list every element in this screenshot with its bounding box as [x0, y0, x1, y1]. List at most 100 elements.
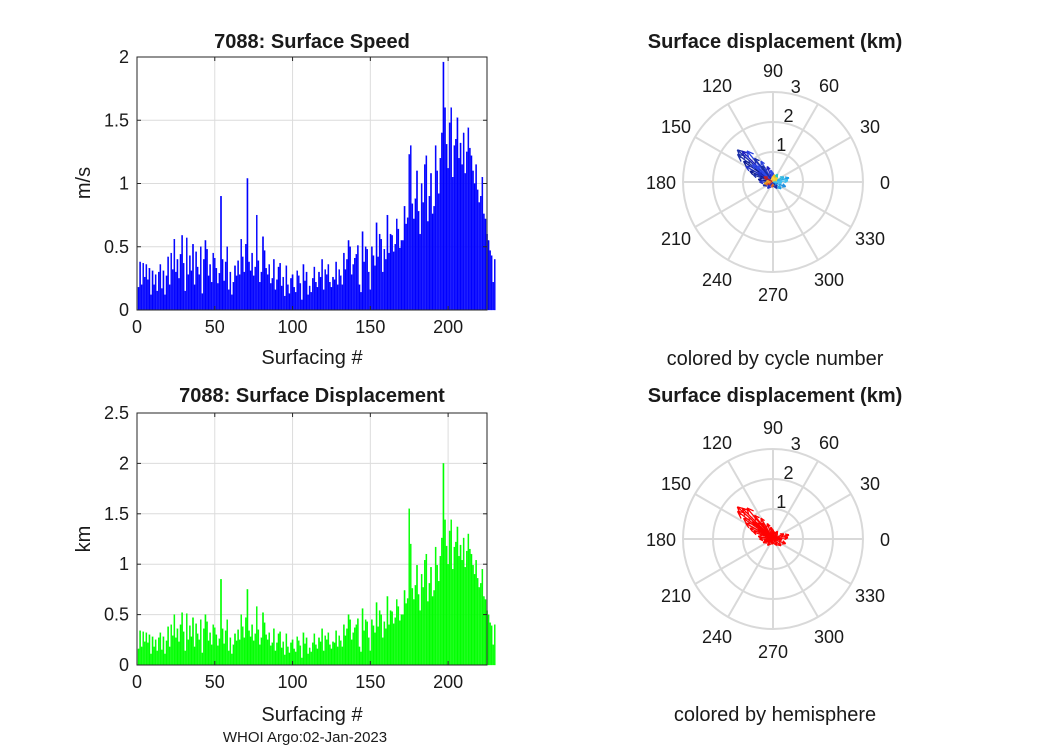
speed-bar [207, 275, 210, 311]
speed-bar [302, 264, 305, 311]
displacement-bar [221, 628, 224, 666]
speed-bar [212, 252, 214, 311]
displacement-bar [425, 553, 428, 666]
polar-hemisphere-angle-label: 30 [860, 474, 880, 494]
displacement-bar [427, 601, 429, 666]
speed-bar [310, 292, 312, 311]
displacement-bar [299, 645, 302, 666]
displacement-bar [280, 647, 283, 666]
displacement-bar [405, 603, 407, 666]
speed-bar [459, 142, 462, 311]
displacement-bar [172, 635, 174, 666]
polar-hemisphere-vector-head [766, 537, 771, 541]
displacement-bar [156, 650, 158, 666]
speed-bar [179, 254, 182, 311]
speed-bar [265, 268, 267, 311]
displacement-bar [406, 598, 409, 666]
polar-cycle-vector [770, 176, 776, 183]
polar-hemisphere-angle-label: 150 [661, 474, 691, 494]
speed-bar [193, 284, 196, 311]
displacement-bar [355, 624, 358, 666]
displacement-bar [494, 624, 496, 666]
displacement-bar [469, 548, 471, 666]
displacement-bar [229, 637, 232, 666]
speed-bar [380, 239, 382, 311]
displacement-bar [231, 653, 233, 666]
polar-hemisphere-vector-head [737, 510, 746, 514]
polar-cycle-vector-head [782, 183, 787, 188]
displacement-bar [190, 636, 193, 666]
polar-cycle-vector-head [756, 165, 760, 171]
displacement-bar [182, 631, 185, 666]
polar-hemisphere-vector [772, 533, 785, 540]
speed-bar [313, 266, 316, 311]
speed-bar [189, 255, 191, 311]
speed-bar [223, 280, 225, 311]
polar-hemisphere-vector [756, 522, 774, 540]
displacement-bar [312, 642, 314, 666]
displacement-bar [329, 644, 331, 666]
displacement-bar [162, 636, 165, 666]
speed-bar [481, 177, 484, 311]
polar-hemisphere-vector [772, 538, 778, 547]
speed-bar [322, 289, 325, 311]
polar-hemisphere-vector-head [736, 511, 742, 519]
displacement-bar [271, 642, 274, 666]
displacement-bar [368, 637, 370, 666]
speed-ytick-label: 1.5 [104, 110, 129, 130]
displacement-bar [411, 588, 414, 666]
displacement-bar [279, 631, 281, 666]
speed-bar [483, 213, 485, 311]
speed-chart: 7088: Surface Speed 0 50 100 150 200 0 0.5 1 1.5… [73, 31, 496, 369]
displacement-bar [336, 646, 339, 666]
speed-bar [301, 299, 303, 311]
polar-hemisphere-vector-head [778, 537, 783, 541]
polar-hemisphere-vector-head [782, 540, 787, 545]
polar-cycle-angle-label: 180 [646, 173, 676, 193]
speed-bar [354, 257, 356, 311]
polar-hemisphere-vector-head [746, 507, 754, 512]
speed-bar [299, 283, 302, 311]
displacement-bar [480, 583, 482, 666]
polar-hemisphere-spoke [772, 539, 819, 618]
displacement-bar [366, 621, 368, 666]
displacement-bar [145, 632, 148, 666]
displacement-bar [206, 621, 208, 666]
displacement-bar [224, 630, 227, 666]
speed-bar [228, 289, 230, 311]
speed-bar [192, 244, 194, 311]
displacement-bar [293, 648, 295, 666]
displacement-bar [476, 578, 479, 666]
speed-bar [161, 288, 163, 311]
displacement-bar [438, 581, 440, 666]
displacement-bar [441, 537, 443, 666]
displacement-ytick-label: 2.5 [104, 403, 129, 423]
polar-cycle-vector [763, 176, 774, 183]
polar-hemisphere-title: Surface displacement (km) [648, 385, 903, 407]
polar-cycle-vector [756, 165, 774, 183]
displacement-bar [364, 619, 367, 666]
speed-bar [142, 263, 144, 311]
speed-bar [427, 221, 429, 311]
displacement-bar [321, 628, 323, 666]
speed-bar [330, 287, 333, 311]
speed-bar [378, 233, 381, 311]
polar-cycle-spoke [773, 136, 852, 183]
speed-bar [489, 250, 491, 311]
speed-bar [382, 271, 384, 311]
speed-bar [341, 284, 344, 311]
displacement-bar [274, 650, 277, 666]
polar-cycle-vector-head [767, 186, 772, 190]
polar-hemisphere-angle-label: 0 [880, 530, 890, 550]
speed-bar [162, 270, 165, 311]
speed-bar [347, 240, 350, 311]
polar-hemisphere-vector [766, 538, 774, 547]
displacement-bar [424, 560, 426, 666]
displacement-bar [186, 613, 188, 666]
polar-cycle-angle-label: 330 [855, 229, 885, 249]
speed-bar [422, 202, 424, 311]
displacement-bar [305, 637, 308, 666]
displacement-bar [403, 590, 406, 666]
polar-hemisphere-vector-shaft [763, 533, 774, 540]
